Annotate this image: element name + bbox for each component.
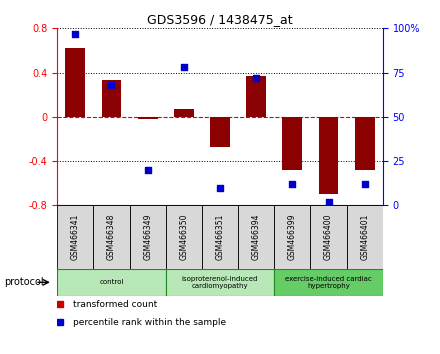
Text: control: control: [99, 279, 124, 285]
Point: [361, 181, 368, 187]
Point: [72, 31, 79, 36]
Bar: [246, 76, 266, 117]
Point: [144, 167, 151, 173]
Text: GSM466401: GSM466401: [360, 214, 369, 261]
Text: exercise-induced cardiac
hypertrophy: exercise-induced cardiac hypertrophy: [285, 276, 372, 289]
Bar: [282, 117, 302, 170]
Point: [289, 181, 296, 187]
Bar: [129, 205, 166, 269]
Bar: [102, 80, 121, 117]
Text: GSM466348: GSM466348: [107, 214, 116, 261]
Point: [216, 185, 224, 190]
Bar: [174, 109, 194, 117]
Bar: [238, 205, 274, 269]
Bar: [274, 205, 311, 269]
Text: GSM466350: GSM466350: [180, 214, 188, 261]
Bar: [202, 205, 238, 269]
Text: GSM466351: GSM466351: [216, 214, 224, 261]
Text: isoproterenol-induced
cardiomyopathy: isoproterenol-induced cardiomyopathy: [182, 276, 258, 289]
Point: [325, 199, 332, 205]
Bar: [347, 205, 383, 269]
Title: GDS3596 / 1438475_at: GDS3596 / 1438475_at: [147, 13, 293, 26]
Bar: [210, 117, 230, 147]
Bar: [166, 205, 202, 269]
Point: [180, 64, 187, 70]
Text: GSM466394: GSM466394: [252, 214, 260, 261]
Text: GSM466400: GSM466400: [324, 214, 333, 261]
Text: percentile rank within the sample: percentile rank within the sample: [73, 318, 227, 327]
Bar: [93, 205, 129, 269]
Bar: [66, 48, 85, 117]
Point: [108, 82, 115, 88]
Point: [253, 75, 260, 81]
Text: transformed count: transformed count: [73, 300, 158, 309]
Bar: [311, 205, 347, 269]
Text: GSM466341: GSM466341: [71, 214, 80, 261]
Text: GSM466399: GSM466399: [288, 214, 297, 261]
Text: protocol: protocol: [4, 277, 44, 287]
Text: GSM466349: GSM466349: [143, 214, 152, 261]
Bar: [355, 117, 375, 170]
Bar: [319, 117, 338, 194]
Bar: [57, 205, 93, 269]
Bar: [57, 269, 166, 296]
Bar: [138, 117, 158, 119]
Bar: [166, 269, 274, 296]
Bar: [274, 269, 383, 296]
